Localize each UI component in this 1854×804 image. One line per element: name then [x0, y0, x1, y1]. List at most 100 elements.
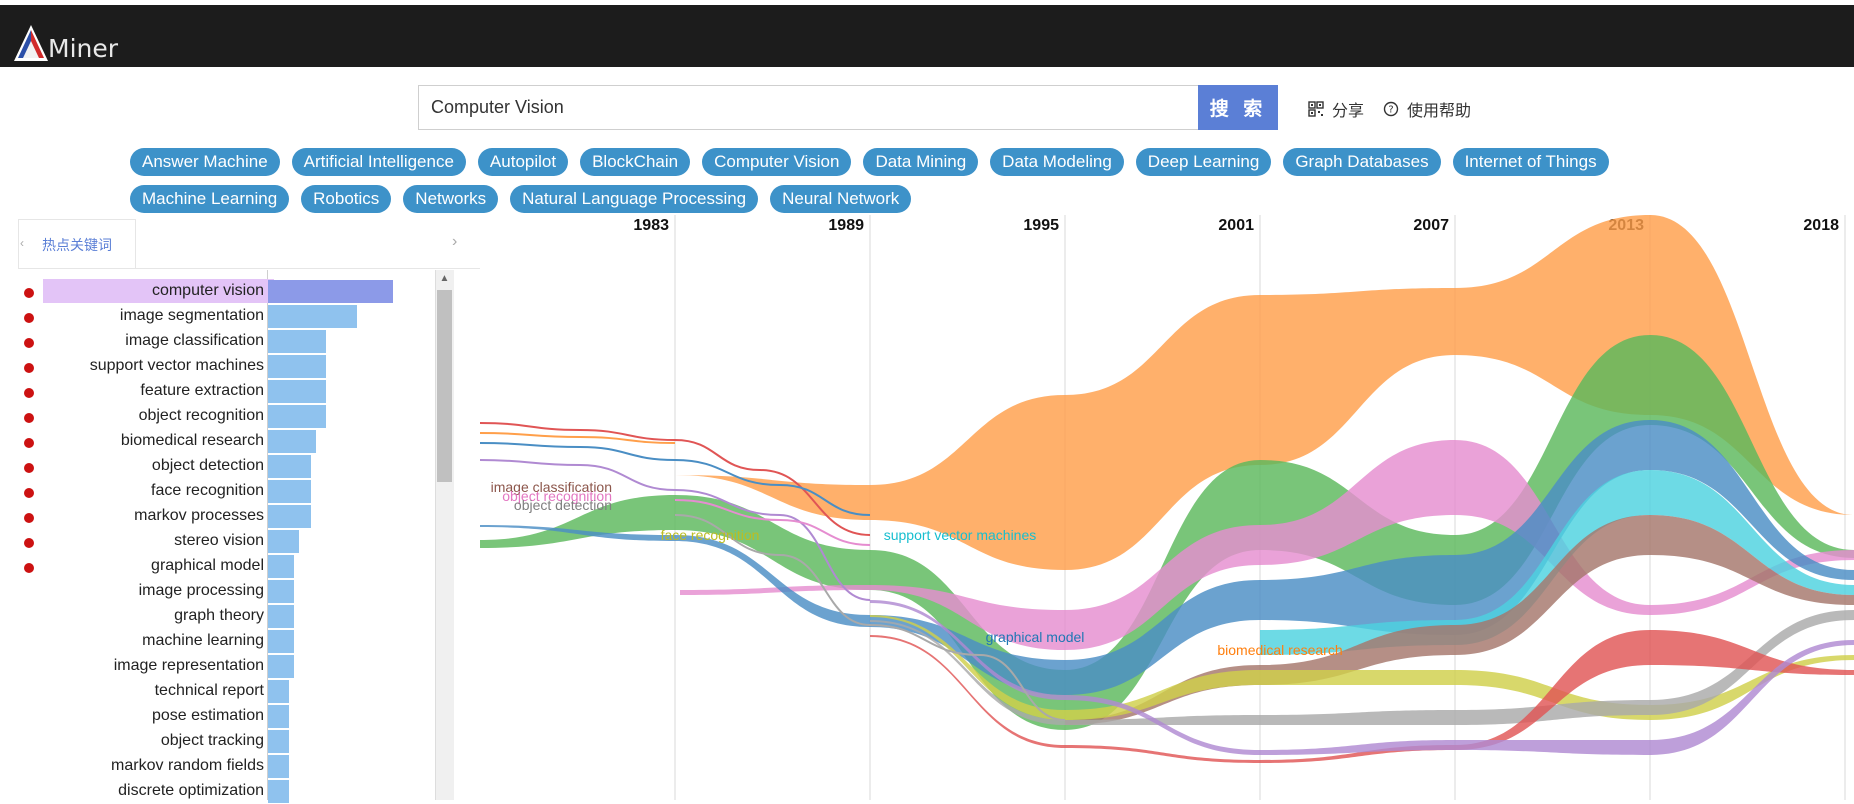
keyword-row[interactable]: markov random fields [18, 754, 438, 779]
scroll-up-icon[interactable]: ▲ [439, 273, 450, 284]
keyword-row[interactable]: object detection [18, 454, 438, 479]
scrollbar-thumb[interactable] [437, 290, 452, 482]
keyword-row[interactable]: biomedical research [18, 429, 438, 454]
stream-green[interactable] [480, 335, 1854, 730]
topic-tag[interactable]: Machine Learning [130, 185, 290, 213]
year-label: 2018 [1803, 217, 1839, 234]
keyword-bar [268, 605, 294, 628]
stream-blue[interactable] [480, 420, 1854, 695]
keyword-label: object recognition [138, 407, 264, 424]
stream-label: object recognition [502, 488, 612, 504]
keyword-row[interactable]: discrete optimization [18, 779, 438, 804]
keyword-row[interactable]: image segmentation [18, 304, 438, 329]
topic-tag[interactable]: Data Mining [863, 148, 979, 176]
stream-orange[interactable] [480, 215, 1854, 570]
year-label: 2007 [1413, 217, 1449, 234]
keyword-bar [268, 405, 326, 428]
keyword-bar [268, 455, 311, 478]
topic-tag[interactable]: Deep Learning [1135, 148, 1272, 176]
help-icon: ? [1383, 101, 1399, 117]
share-label: 分享 [1332, 101, 1365, 120]
keyword-row[interactable]: markov processes [18, 504, 438, 529]
keyword-bar [268, 480, 311, 503]
keyword-bar [268, 330, 326, 353]
keyword-row[interactable]: pose estimation [18, 704, 438, 729]
topic-tag[interactable]: Computer Vision [702, 148, 852, 176]
keyword-row[interactable]: graph theory [18, 604, 438, 629]
keyword-label: biomedical research [120, 432, 264, 449]
keyword-row[interactable]: support vector machines [18, 354, 438, 379]
stream-red[interactable] [870, 630, 1854, 763]
keyword-bar [268, 530, 299, 553]
top-strip [0, 0, 1854, 5]
stream-label: image classification [491, 479, 612, 495]
keyword-row[interactable]: stereo vision [18, 529, 438, 554]
hot-indicator-dot [24, 488, 34, 498]
keyword-row[interactable]: object tracking [18, 729, 438, 754]
hot-indicator-dot [24, 338, 34, 348]
stream-label: graphical model [986, 629, 1085, 645]
keyword-row[interactable]: technical report [18, 679, 438, 704]
keyword-label: object tracking [160, 732, 264, 749]
topic-tag[interactable]: Data Modeling [990, 148, 1124, 176]
keyword-bar [268, 305, 357, 328]
year-label: 1989 [828, 217, 864, 234]
topic-tag[interactable]: Autopilot [477, 148, 569, 176]
hot-indicator-dot [24, 288, 34, 298]
keyword-bar [268, 730, 289, 753]
keyword-row[interactable]: image processing [18, 579, 438, 604]
tab-hot-keywords[interactable]: 热点关键词 [18, 219, 136, 269]
stream-thin-line [480, 422, 871, 536]
keyword-bar [268, 580, 294, 603]
stream-label: biomedical research [1217, 642, 1342, 658]
search-button[interactable]: 搜 索 [1198, 85, 1278, 130]
keyword-row[interactable]: feature extraction [18, 379, 438, 404]
keyword-row[interactable]: machine learning [18, 629, 438, 654]
hot-indicator-dot [24, 538, 34, 548]
keyword-label: machine learning [142, 632, 264, 649]
keyword-label: feature extraction [140, 382, 264, 399]
keyword-bar [268, 355, 326, 378]
tag-row: Machine Learning Robotics Networks Natural … [130, 185, 1690, 213]
keyword-bar [268, 630, 294, 653]
search-input[interactable] [418, 85, 1198, 130]
stream-label: object detection [514, 497, 612, 513]
topic-tag[interactable]: Robotics [301, 185, 392, 213]
year-label: 2001 [1218, 217, 1254, 234]
keyword-row[interactable]: face recognition [18, 479, 438, 504]
keyword-label: pose estimation [151, 707, 264, 724]
topic-tag[interactable]: Internet of Things [1452, 148, 1609, 176]
hot-indicator-dot [24, 413, 34, 423]
hot-indicator-dot [24, 438, 34, 448]
keyword-label: object detection [151, 457, 264, 474]
panel-next-icon[interactable]: › [452, 233, 458, 250]
panel-prev-icon[interactable]: ‹ [20, 236, 24, 250]
stream-thin-line [674, 499, 871, 546]
keyword-row[interactable]: object recognition [18, 404, 438, 429]
stream-thin-line [674, 514, 1066, 721]
topic-tag[interactable]: Neural Network [770, 185, 912, 213]
topic-tag[interactable]: Answer Machine [130, 148, 280, 176]
aminer-logo[interactable]: Miner [12, 17, 118, 63]
panel-tab-divider [18, 268, 480, 269]
topic-tag[interactable]: Graph Databases [1283, 148, 1441, 176]
stream-pink[interactable] [680, 440, 1854, 650]
keyword-row[interactable]: graphical model [18, 554, 438, 579]
keyword-row[interactable]: computer vision [18, 279, 438, 304]
hot-indicator-dot [24, 463, 34, 473]
keyword-label: image classification [125, 332, 264, 349]
keyword-bar [268, 380, 326, 403]
keyword-row[interactable]: image representation [18, 654, 438, 679]
topic-tag[interactable]: Natural Language Processing [510, 185, 759, 213]
topic-tag[interactable]: BlockChain [580, 148, 691, 176]
hot-indicator-dot [24, 563, 34, 573]
keyword-row[interactable]: image classification [18, 329, 438, 354]
topic-tag[interactable]: Networks [403, 185, 499, 213]
stream-cyan[interactable] [1260, 470, 1854, 655]
keyword-bar [268, 755, 289, 778]
share-button[interactable]: 分享 [1308, 97, 1364, 121]
svg-text:?: ? [1388, 105, 1393, 116]
topic-tag[interactable]: Artificial Intelligence [291, 148, 466, 176]
stream-label: face recognition [661, 527, 760, 543]
help-button[interactable]: ? 使用帮助 [1383, 97, 1471, 121]
